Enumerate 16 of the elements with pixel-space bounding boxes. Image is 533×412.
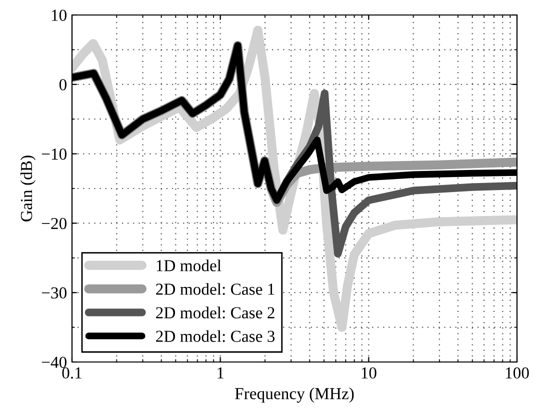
y-tick-label: −20 (42, 218, 67, 230)
y-axis-title: Gain (dB) (20, 156, 36, 222)
x-tick-label: 10 (362, 367, 376, 379)
y-tick-label: −10 (42, 148, 67, 160)
y-tick-label: 0 (59, 79, 67, 90)
x-tick-label: 0.1 (62, 367, 82, 379)
legend-label: 1D model (156, 260, 222, 272)
legend-label: 2D model: Case 3 (156, 330, 275, 342)
x-tick-label: 100 (506, 367, 529, 379)
y-tick-label: −40 (42, 356, 67, 368)
y-tick-label: 10 (52, 10, 67, 21)
x-axis-title: Frequency (MHz) (235, 388, 354, 403)
x-tick-label: 1 (218, 367, 224, 378)
legend-label: 2D model: Case 2 (156, 306, 274, 318)
y-tick-label: −30 (42, 287, 67, 299)
legend-label: 2D model: Case 1 (156, 283, 274, 295)
